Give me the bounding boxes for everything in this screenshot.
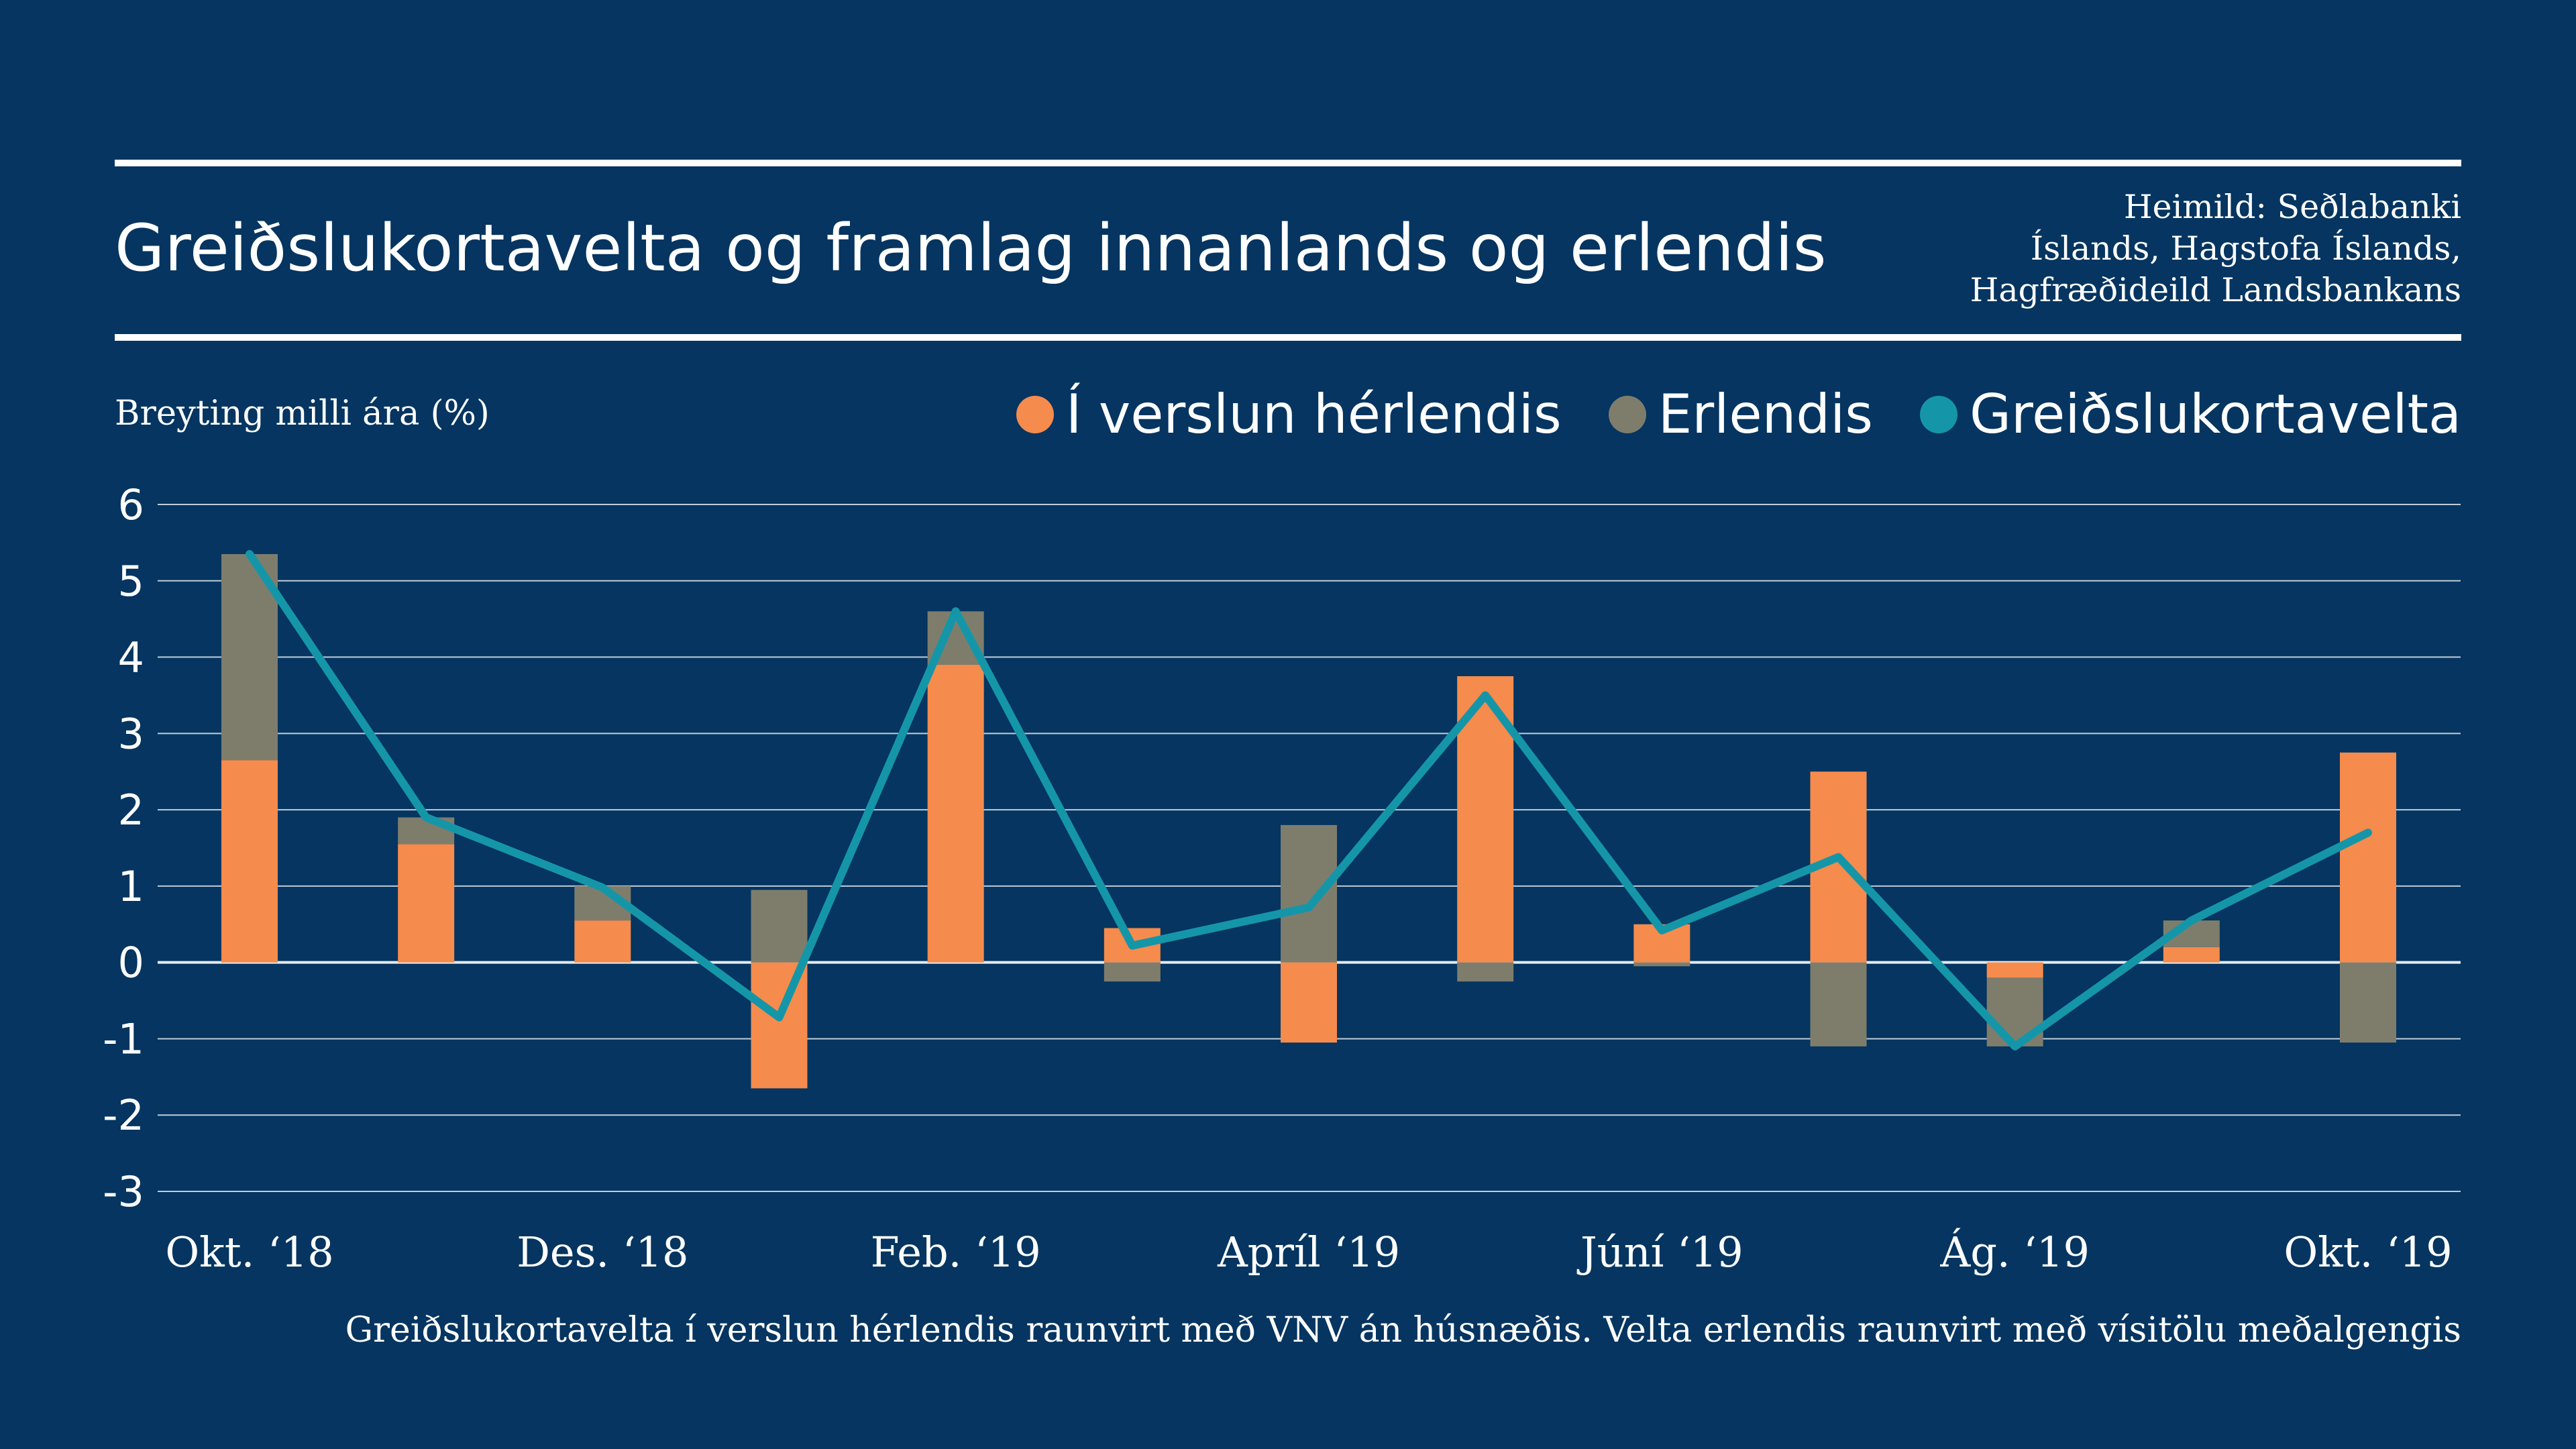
- legend: Í verslun hérlendis Erlendis Greiðslukor…: [1016, 381, 2461, 448]
- top-rule: [115, 160, 2461, 166]
- point-total: [1661, 929, 1663, 931]
- source-note: Heimild: Seðlabanki Íslands, Hagstofa Ís…: [1790, 186, 2461, 311]
- bar-foreign: [1281, 824, 1337, 963]
- point-total: [2014, 1045, 2016, 1047]
- x-tick-label: Júní ‘19: [1576, 1228, 1743, 1277]
- source-line-1: Heimild: Seðlabanki: [2123, 188, 2461, 226]
- x-tick-label: Des. ‘18: [517, 1228, 688, 1277]
- source-line-2: Íslands, Hagstofa Íslands,: [2030, 229, 2461, 268]
- point-total: [425, 816, 427, 818]
- point-total: [2367, 832, 2369, 834]
- bar-foreign: [1810, 962, 1867, 1046]
- y-tick-label: 0: [118, 938, 144, 987]
- bar-domestic: [398, 844, 455, 963]
- source-line-3: Hagfræðideild Landsbankans: [1970, 271, 2461, 309]
- point-total: [249, 553, 250, 555]
- legend-label-foreign: Erlendis: [1658, 383, 1873, 445]
- bar-domestic: [927, 664, 984, 963]
- y-tick-label: 4: [118, 633, 144, 682]
- x-tick-label: Okt. ‘18: [165, 1228, 333, 1277]
- bar-foreign: [2340, 962, 2396, 1043]
- bar-domestic: [221, 760, 278, 963]
- legend-item-foreign: Erlendis: [1608, 381, 1873, 448]
- bar-domestic: [1281, 962, 1337, 1043]
- point-total: [955, 610, 957, 612]
- point-total: [2190, 920, 2192, 922]
- point-total: [1308, 906, 1309, 908]
- bar-foreign: [751, 890, 808, 963]
- footnote: Greiðslukortavelta í verslun hérlendis r…: [345, 1310, 2461, 1350]
- bar-domestic: [2163, 947, 2220, 963]
- y-tick-label: 2: [118, 786, 144, 835]
- legend-item-domestic: Í verslun hérlendis: [1016, 381, 1562, 448]
- bar-domestic: [574, 920, 631, 963]
- legend-label-domestic: Í verslun hérlendis: [1065, 383, 1562, 445]
- legend-item-total: Greiðslukortavelta: [1919, 381, 2461, 448]
- point-total: [602, 887, 604, 889]
- y-axis-label: Breyting milli ára (%): [115, 394, 490, 433]
- bar-domestic: [2340, 752, 2396, 963]
- legend-label-total: Greiðslukortavelta: [1969, 383, 2461, 445]
- bar-foreign: [1457, 962, 1514, 982]
- y-tick-label: -1: [103, 1014, 144, 1063]
- bottom-rule: [115, 334, 2461, 341]
- bar-foreign: [1104, 962, 1161, 982]
- x-tick-label: Apríl ‘19: [1217, 1228, 1400, 1277]
- x-tick-label: Okt. ‘19: [2284, 1228, 2452, 1277]
- y-tick-label: 6: [118, 480, 144, 529]
- x-tick-label: Feb. ‘19: [871, 1228, 1041, 1277]
- y-tick-label: -3: [103, 1167, 144, 1216]
- y-tick-label: -2: [103, 1091, 144, 1140]
- bar-domestic: [1986, 962, 2043, 978]
- point-total: [1131, 945, 1133, 947]
- legend-swatch-total: [1919, 396, 1957, 433]
- point-total: [1485, 694, 1487, 696]
- y-tick-label: 5: [118, 557, 144, 606]
- point-total: [1837, 856, 1839, 858]
- bar-foreign: [1633, 962, 1690, 967]
- y-tick-label: 1: [118, 862, 144, 911]
- point-total: [778, 1016, 780, 1018]
- legend-swatch-foreign: [1608, 396, 1646, 433]
- x-tick-label: Ág. ‘19: [1939, 1228, 2089, 1277]
- y-tick-label: 3: [118, 709, 144, 758]
- legend-swatch-domestic: [1016, 396, 1054, 433]
- chart-title: Greiðslukortavelta og framlag innanlands…: [115, 211, 1827, 286]
